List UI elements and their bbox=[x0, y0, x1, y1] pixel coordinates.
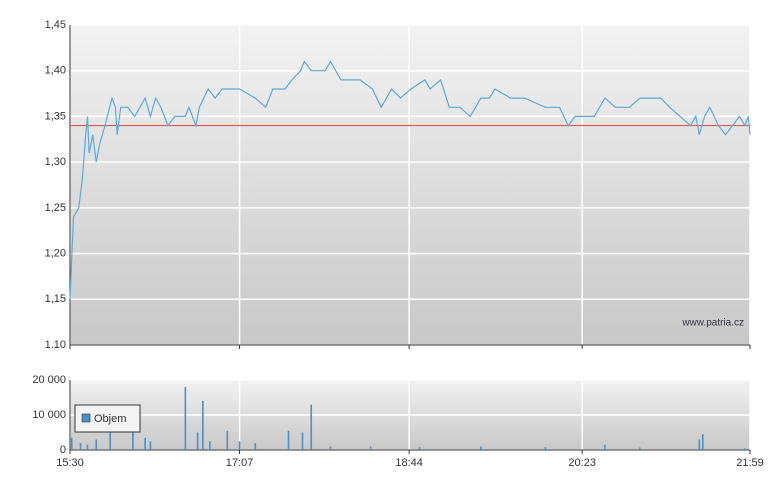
volume-bar bbox=[287, 430, 290, 450]
volume-bar bbox=[238, 441, 241, 450]
legend-label: Objem bbox=[94, 413, 126, 425]
volume-bar bbox=[702, 434, 704, 450]
volume-bar bbox=[698, 439, 701, 450]
legend-swatch bbox=[81, 413, 91, 423]
volume-bar bbox=[329, 446, 332, 450]
legend: Objem bbox=[74, 404, 141, 433]
y-tick-label: 1,15 bbox=[45, 293, 66, 305]
volume-bar bbox=[144, 437, 146, 450]
x-tick-label: 15:30 bbox=[56, 457, 84, 469]
x-tick-label: 20:23 bbox=[568, 457, 596, 469]
volume-bar bbox=[109, 418, 112, 450]
volume-bar bbox=[254, 443, 257, 450]
volume-bar bbox=[79, 443, 82, 450]
volume-bar bbox=[479, 446, 482, 450]
y-tick-label: 10 000 bbox=[32, 409, 66, 421]
volume-bar bbox=[301, 432, 304, 450]
volume-bar bbox=[184, 387, 187, 450]
volume-bar bbox=[132, 427, 134, 450]
y-tick-label: 20 000 bbox=[32, 374, 66, 386]
price-line bbox=[69, 60, 751, 300]
y-tick-label: 1,40 bbox=[45, 65, 66, 77]
volume-bar bbox=[544, 447, 547, 450]
y-tick-label: 1,45 bbox=[45, 19, 66, 31]
volume-bar bbox=[604, 444, 606, 450]
volume-bar bbox=[70, 437, 73, 450]
x-tick-label: 21:59 bbox=[736, 457, 764, 469]
y-tick-label: 0 bbox=[60, 444, 66, 456]
volume-bar bbox=[209, 441, 211, 450]
volume-bar bbox=[202, 401, 204, 450]
y-tick-label: 1.10 bbox=[45, 339, 66, 351]
volume-bar bbox=[196, 432, 199, 450]
x-tick-label: 17:07 bbox=[226, 457, 254, 469]
volume-bar bbox=[310, 404, 313, 450]
y-tick-label: 1,25 bbox=[45, 202, 66, 214]
plot-area bbox=[70, 25, 750, 345]
volume-bar bbox=[743, 448, 746, 450]
volume-bar bbox=[95, 439, 98, 450]
volume-bar bbox=[86, 444, 89, 450]
y-tick-label: 1,35 bbox=[45, 110, 66, 122]
volume-bar bbox=[369, 446, 372, 450]
x-tick-label: 18:44 bbox=[395, 457, 423, 469]
y-tick-label: 1,20 bbox=[45, 247, 66, 259]
volume-bar bbox=[149, 441, 152, 450]
y-tick-label: 1,30 bbox=[45, 156, 66, 168]
watermark: www.patria.cz bbox=[681, 318, 744, 329]
volume-bar bbox=[639, 447, 641, 450]
volume-bar bbox=[226, 430, 229, 450]
volume-bar bbox=[418, 447, 421, 450]
